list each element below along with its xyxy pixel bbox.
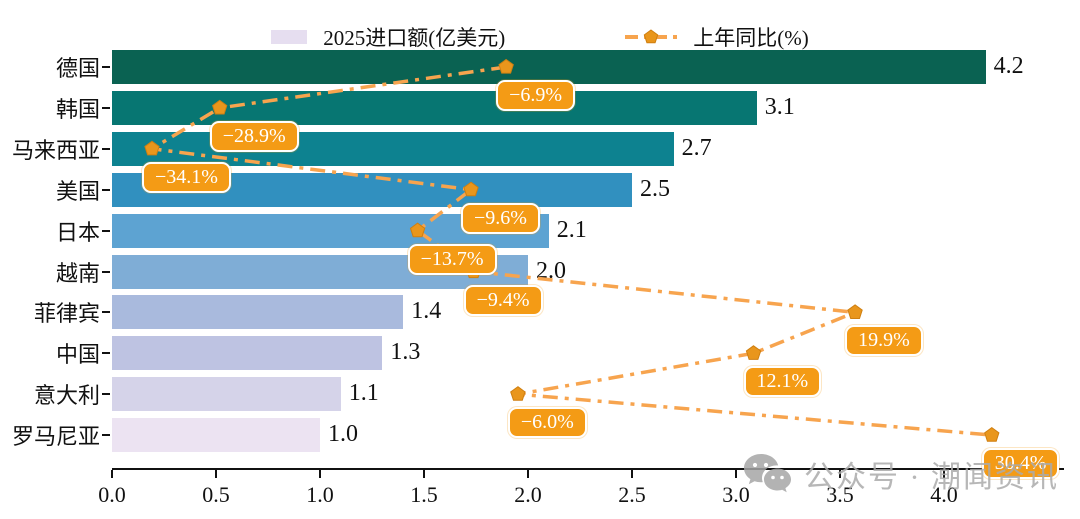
- x-axis-tick: [527, 470, 529, 478]
- x-axis-tick-label: 3.0: [722, 482, 750, 507]
- bar-value-label: 1.1: [348, 380, 379, 407]
- x-axis-tick-label: 4.0: [930, 482, 958, 507]
- yoy-annotation: −9.4%: [463, 284, 543, 316]
- x-axis-tick-label: 0.5: [202, 482, 230, 507]
- y-axis-tick: [102, 106, 110, 109]
- category-label: 越南: [55, 260, 100, 286]
- bar-意大利: [112, 377, 341, 412]
- yoy-annotation: −9.6%: [460, 202, 540, 234]
- yoy-point-marker: [984, 426, 1000, 442]
- bar-中国: [112, 336, 383, 371]
- bar-菲律宾: [112, 295, 404, 330]
- x-axis-tick: [735, 470, 737, 478]
- wechat-icon: [742, 452, 794, 496]
- x-axis-tick-label: 2.5: [618, 482, 646, 507]
- bar-value-label: 1.4: [411, 298, 442, 325]
- legend-item-yoy: 上年同比(%): [625, 22, 809, 52]
- y-axis-tick: [102, 188, 110, 191]
- x-axis-tick-label: 2.0: [514, 482, 542, 507]
- x-axis-tick: [111, 470, 113, 478]
- legend-item-imports: 2025进口额(亿美元): [271, 22, 505, 52]
- watermark-text: 公众号 · 潮闻资讯: [804, 461, 1059, 494]
- bar-value-label: 4.2: [993, 52, 1024, 79]
- y-axis-tick: [102, 147, 110, 150]
- x-axis-line: [112, 468, 1064, 470]
- line-series-marker-icon: [625, 28, 678, 46]
- bar-series-swatch: [271, 30, 308, 44]
- x-axis-tick: [839, 470, 841, 478]
- bar-马来西亚: [112, 131, 674, 166]
- y-axis-tick: [102, 229, 110, 232]
- category-label: 马来西亚: [11, 137, 100, 163]
- x-axis-tick: [943, 470, 945, 478]
- category-label: 意大利: [33, 383, 100, 409]
- yoy-annotation: 30.4%: [981, 448, 1060, 480]
- yoy-annotation: −6.9%: [496, 80, 576, 111]
- x-axis-tick: [631, 470, 633, 478]
- bar-series-label: 2025进口额(亿美元): [323, 26, 506, 50]
- legend: 2025进口额(亿美元) 上年同比(%): [0, 22, 1080, 52]
- x-axis-tick-label: 1.0: [306, 482, 334, 507]
- category-label: 德国: [55, 56, 100, 81]
- bar-value-label: 2.7: [681, 134, 712, 161]
- bar-value-label: 1.3: [390, 339, 421, 366]
- bar-罗马尼亚: [112, 418, 320, 453]
- y-axis-tick: [102, 352, 110, 355]
- yoy-point-marker: [745, 345, 762, 360]
- x-axis-tick-label: 1.5: [410, 482, 438, 507]
- category-label: 美国: [55, 178, 100, 204]
- yoy-point-marker: [847, 304, 863, 319]
- yoy-annotation: −13.7%: [407, 243, 497, 275]
- y-axis-tick: [102, 66, 110, 68]
- x-axis-tick: [423, 470, 425, 478]
- yoy-annotation: −6.0%: [507, 407, 587, 439]
- y-axis-tick: [102, 270, 110, 273]
- x-axis-tick: [319, 470, 321, 478]
- yoy-annotation: 12.1%: [743, 366, 822, 398]
- watermark: 公众号 · 潮闻资讯: [742, 452, 1059, 496]
- bar-value-label: 2.0: [536, 257, 566, 284]
- x-axis-tick-label: 0.0: [98, 482, 126, 507]
- y-axis-tick: [102, 311, 110, 314]
- bar-德国: [112, 50, 986, 84]
- y-axis-tick: [102, 393, 110, 396]
- bar-value-label: 1.0: [328, 421, 358, 448]
- category-label: 菲律宾: [33, 301, 100, 327]
- x-axis-tick: [215, 470, 217, 478]
- yoy-annotation: −34.1%: [142, 161, 231, 193]
- x-axis-tick-label: 3.5: [826, 482, 854, 507]
- category-label: 韩国: [55, 96, 100, 122]
- yoy-point-marker: [510, 386, 526, 401]
- bar-value-label: 2.5: [640, 175, 670, 202]
- yoy-annotation: 19.9%: [845, 325, 923, 357]
- y-axis-tick: [102, 434, 110, 437]
- category-label: 中国: [55, 342, 100, 368]
- category-label: 罗马尼亚: [11, 424, 100, 450]
- bar-value-label: 2.1: [556, 216, 587, 243]
- yoy-annotation: −28.9%: [209, 120, 299, 152]
- bar-value-label: 3.1: [764, 93, 795, 120]
- line-series-label: 上年同比(%): [693, 26, 809, 50]
- category-label: 日本: [55, 219, 100, 245]
- bar-韩国: [112, 90, 757, 125]
